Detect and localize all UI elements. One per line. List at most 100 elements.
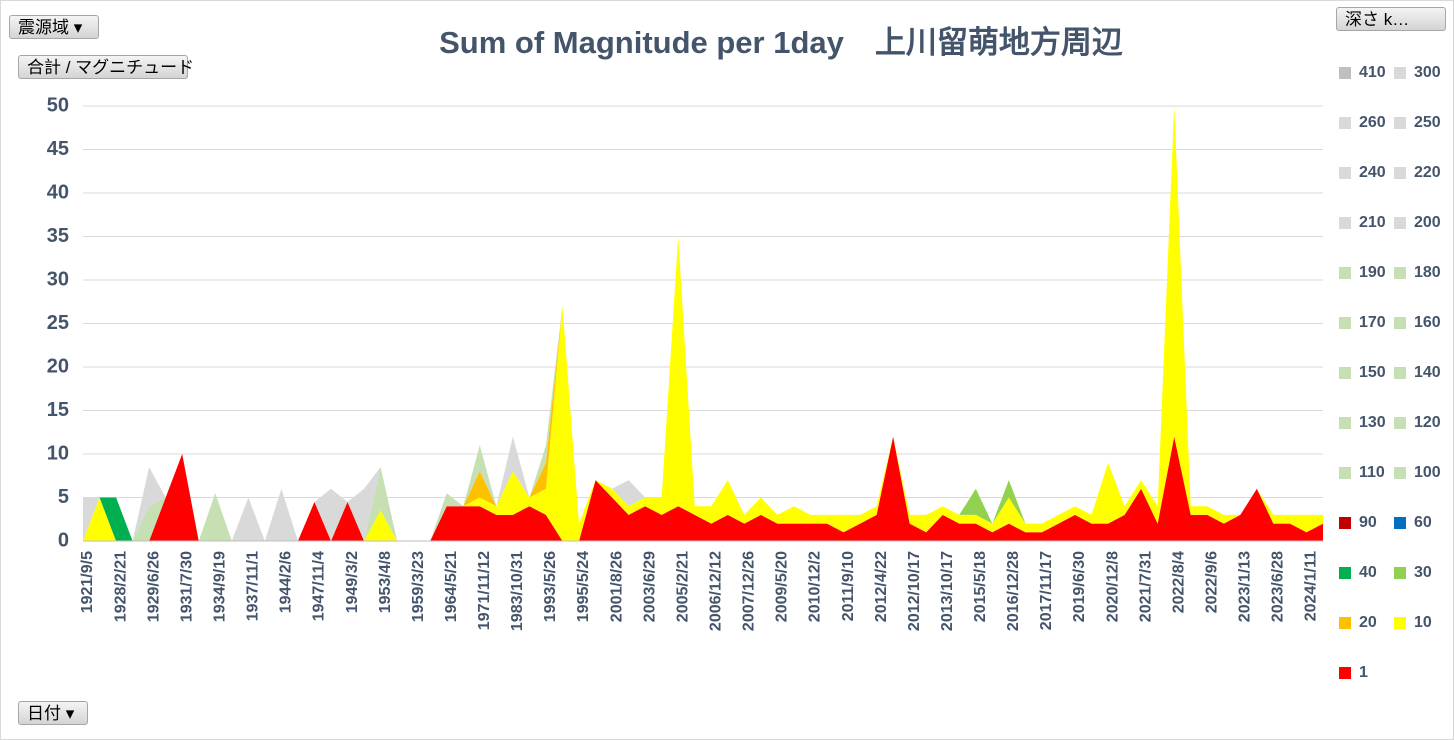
legend-label: 40	[1359, 564, 1377, 581]
x-tick-label: 2024/1/11	[1303, 551, 1320, 621]
y-tick-label: 30	[47, 268, 69, 290]
y-tick-label: 20	[47, 355, 69, 377]
x-tick-label: 2013/10/17	[939, 551, 956, 631]
y-tick-label: 10	[47, 442, 69, 464]
x-tick-label: 2020/12/8	[1104, 551, 1121, 622]
x-tick-label: 1993/5/26	[542, 551, 559, 622]
legend-label: 250	[1414, 114, 1441, 131]
y-tick-label: 50	[47, 94, 69, 116]
x-tick-label: 2016/12/28	[1005, 551, 1022, 631]
legend-swatch	[1339, 267, 1351, 279]
legend-swatch	[1339, 367, 1351, 379]
legend-swatch	[1339, 317, 1351, 329]
legend-swatch	[1339, 467, 1351, 479]
x-tick-label: 2012/10/17	[906, 551, 923, 631]
legend-label: 120	[1414, 414, 1441, 431]
legend-label: 210	[1359, 214, 1386, 231]
legend-swatch	[1394, 417, 1406, 429]
x-tick-label: 2012/4/22	[873, 551, 890, 622]
x-tick-label: 2010/12/2	[807, 551, 824, 622]
legend-field-button[interactable]: 深さ k…	[1336, 7, 1446, 31]
x-tick-label: 1929/6/26	[145, 551, 162, 622]
legend-label: 260	[1359, 114, 1386, 131]
legend-label: 60	[1414, 514, 1432, 531]
legend-label: 200	[1414, 214, 1441, 231]
x-tick-label: 2007/12/26	[741, 551, 758, 631]
legend-swatch	[1339, 567, 1351, 579]
legend-swatch	[1394, 567, 1406, 579]
legend-label: 140	[1414, 364, 1441, 381]
region-filter-button[interactable]: 震源域 ▾	[9, 15, 99, 39]
legend-swatch	[1339, 417, 1351, 429]
x-tick-label: 1959/3/23	[410, 551, 427, 622]
legend-label: 190	[1359, 264, 1386, 281]
axis-field-button[interactable]: 日付 ▾	[18, 701, 88, 725]
x-tick-label: 1953/4/8	[377, 551, 394, 613]
legend-swatch	[1339, 67, 1351, 79]
y-tick-label: 45	[47, 138, 69, 160]
button-label: 震源域	[18, 18, 69, 37]
x-tick-label: 2005/2/21	[674, 551, 691, 622]
x-tick-label: 2019/6/30	[1071, 551, 1088, 622]
legend-swatch	[1339, 117, 1351, 129]
legend-swatch	[1394, 67, 1406, 79]
legend-swatch	[1339, 517, 1351, 529]
legend-swatch	[1339, 167, 1351, 179]
x-tick-label: 1937/11/1	[245, 551, 262, 621]
x-tick-label: 1934/9/19	[211, 551, 228, 622]
legend-label: 150	[1359, 364, 1386, 381]
legend-label: 100	[1414, 464, 1441, 481]
x-tick-label: 2017/11/17	[1038, 551, 1055, 630]
x-tick-label: 2001/8/26	[608, 551, 625, 622]
legend-swatch	[1394, 517, 1406, 529]
x-tick-label: 1983/10/31	[509, 551, 526, 631]
x-tick-label: 2022/9/6	[1203, 551, 1220, 613]
y-tick-label: 25	[47, 312, 69, 334]
x-tick-label: 1995/5/24	[575, 551, 592, 622]
x-tick-label: 1964/5/21	[443, 551, 460, 622]
legend-label: 20	[1359, 614, 1377, 631]
x-tick-label: 2023/6/28	[1270, 551, 1287, 622]
legend-swatch	[1394, 267, 1406, 279]
legend-label: 300	[1414, 64, 1441, 81]
values-field-button[interactable]: 合計 / マグニチュード	[18, 55, 194, 79]
legend-swatch	[1394, 617, 1406, 629]
x-tick-label: 1921/9/5	[79, 551, 96, 613]
x-tick-label: 1931/7/30	[178, 551, 195, 622]
y-tick-label: 5	[58, 486, 69, 508]
legend-label: 410	[1359, 64, 1386, 81]
legend-label: 160	[1414, 314, 1441, 331]
x-tick-label: 2022/8/4	[1170, 551, 1187, 613]
legend-label: 90	[1359, 514, 1377, 531]
legend-label: 30	[1414, 564, 1432, 581]
legend-swatch	[1394, 367, 1406, 379]
legend-swatch	[1339, 217, 1351, 229]
button-label: 日付	[27, 704, 61, 723]
legend-label: 180	[1414, 264, 1441, 281]
legend-label: 240	[1359, 164, 1386, 181]
x-tick-label: 1928/2/21	[112, 551, 129, 622]
x-tick-label: 2003/6/29	[641, 551, 658, 622]
legend-swatch	[1339, 667, 1351, 679]
legend-swatch	[1394, 167, 1406, 179]
legend-swatch	[1394, 317, 1406, 329]
legend-label: 1	[1359, 664, 1368, 681]
legend-swatch	[1394, 117, 1406, 129]
chart-title: Sum of Magnitude per 1day 上川留萌地方周辺	[439, 25, 1123, 60]
legend-label: 170	[1359, 314, 1386, 331]
x-tick-label: 1949/3/2	[344, 551, 361, 613]
y-tick-label: 40	[47, 181, 69, 203]
x-tick-label: 2006/12/12	[707, 551, 724, 631]
y-tick-label: 0	[58, 529, 69, 551]
legend-swatch	[1394, 217, 1406, 229]
x-tick-label: 1971/11/12	[476, 551, 493, 630]
y-tick-label: 35	[47, 225, 69, 247]
x-tick-label: 2015/5/18	[972, 551, 989, 622]
y-tick-label: 15	[47, 399, 69, 421]
x-tick-label: 1947/11/4	[311, 551, 328, 621]
area-series	[83, 436, 1323, 541]
legend-label: 110	[1359, 464, 1385, 481]
x-tick-label: 2011/9/10	[840, 551, 857, 621]
